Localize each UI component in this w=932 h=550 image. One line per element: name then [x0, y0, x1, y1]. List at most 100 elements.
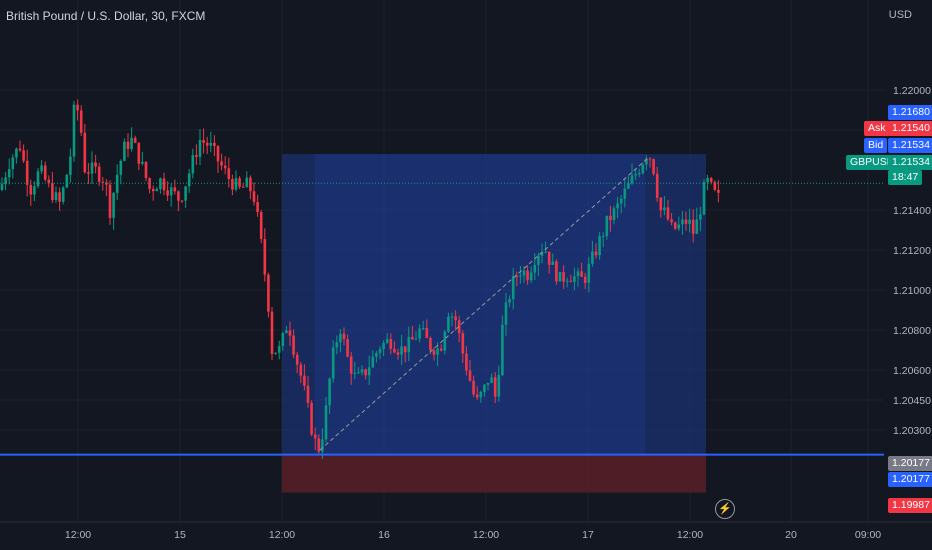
candle-body [501, 324, 504, 376]
candle-body [317, 438, 321, 452]
candle-body [303, 375, 306, 386]
candle-body [637, 173, 641, 175]
candle-body [40, 165, 43, 172]
candle-body [209, 142, 213, 146]
candle-body [436, 348, 439, 355]
candle-body [713, 181, 717, 190]
candle-body [522, 270, 526, 276]
candle-body [670, 219, 673, 223]
x-tick-label: 09:00 [855, 529, 881, 541]
candle-body [281, 333, 285, 347]
candle-body [486, 382, 490, 385]
chart-overlays [0, 157, 884, 456]
candle-body [598, 236, 601, 256]
position-zones[interactable] [282, 154, 706, 493]
candle-body [270, 311, 274, 354]
candle-body [565, 280, 569, 282]
candle-body [263, 239, 267, 275]
candle-body [663, 207, 666, 211]
candle-body [274, 352, 277, 354]
candle-body [321, 439, 324, 452]
candle-body [159, 178, 162, 190]
x-tick-label: 17 [582, 529, 594, 541]
candle-body [285, 330, 288, 334]
candle-body [367, 367, 371, 376]
candle-body [472, 380, 475, 395]
profit-zone-inner [315, 154, 645, 455]
candle-body [432, 350, 436, 355]
candle-body [141, 161, 144, 164]
candle-body [429, 337, 432, 351]
candle-body [411, 336, 414, 340]
candle-body [123, 141, 126, 161]
candle-body [169, 187, 173, 196]
lightning-icon[interactable]: ⚡ [715, 499, 735, 519]
candle-body [130, 137, 133, 149]
symbol-title[interactable]: British Pound / U.S. Dollar, 30, FXCM [6, 9, 206, 23]
last-price-badge: 1.21534 [888, 155, 932, 170]
candle-body [69, 156, 72, 175]
x-tick-label: 15 [174, 529, 186, 541]
candle-body [540, 252, 544, 256]
candle-body [238, 178, 241, 187]
candle-body [659, 197, 663, 211]
candle-body [465, 353, 468, 371]
candle-body [695, 219, 699, 234]
candle-body [25, 160, 29, 185]
candle-body [641, 164, 645, 174]
x-tick-label: 12:00 [473, 529, 499, 541]
candle-body [594, 251, 598, 256]
candle-body [191, 155, 195, 174]
candle-body [526, 270, 529, 281]
candle-body [623, 188, 627, 199]
candle-body [267, 274, 270, 312]
candle-body [418, 328, 421, 339]
candle-body [709, 178, 713, 182]
candle-body [555, 261, 558, 282]
candle-body [666, 207, 670, 220]
candle-body [382, 342, 385, 350]
y-tick-label: 1.20450 [893, 395, 931, 407]
candle-body [79, 110, 83, 133]
candle-body [699, 214, 702, 220]
candle-body [371, 356, 375, 368]
candle-body [331, 347, 335, 379]
profit-zone [282, 154, 706, 455]
candle-body [342, 333, 346, 340]
candle-body [688, 219, 691, 224]
candle-body [497, 375, 501, 397]
candle-body [33, 186, 36, 195]
x-tick-label: 16 [378, 529, 390, 541]
candle-body [133, 137, 137, 143]
candle-body [547, 251, 551, 265]
candle-body [65, 174, 69, 188]
candle-body [529, 272, 533, 281]
candle-body [508, 299, 511, 303]
candle-body [378, 349, 382, 353]
candle-body [439, 348, 443, 351]
y-tick-label: 1.20800 [893, 325, 931, 337]
candle-body [119, 160, 123, 175]
candle-body [483, 384, 486, 392]
x-axis[interactable]: 12:00 15 12:00 16 12:00 17 12:00 20 09:00 [0, 521, 932, 541]
candle-body [400, 346, 403, 355]
candle-body [601, 236, 605, 238]
candle-body [177, 191, 180, 201]
candle-body [393, 348, 396, 353]
candle-body [58, 192, 61, 202]
y-tick-label: 1.21000 [893, 285, 931, 297]
candle-body [288, 330, 292, 336]
candle-body [447, 316, 450, 332]
candle-body [36, 171, 40, 187]
candle-body [187, 173, 191, 187]
candle-body [612, 208, 616, 220]
candle-body [673, 222, 677, 229]
bid-label-badge: Bid [864, 138, 888, 153]
candle-body [83, 132, 87, 173]
candle-body [717, 189, 720, 193]
candle-body [652, 159, 655, 174]
candle-body [220, 161, 223, 166]
candle-body [313, 434, 317, 439]
candle-body [184, 186, 187, 201]
